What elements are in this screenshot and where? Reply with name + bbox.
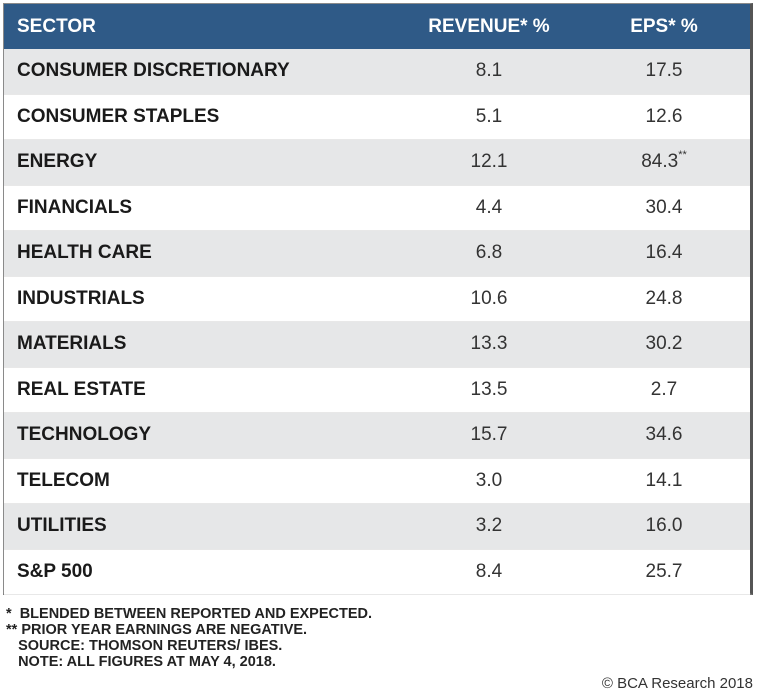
table-row: REAL ESTATE 13.5 2.7 bbox=[4, 367, 750, 413]
eps-value: 16.0 bbox=[645, 515, 683, 537]
sector-cell: MATERIALS bbox=[17, 333, 127, 355]
sector-cell: UTILITIES bbox=[17, 515, 107, 537]
sector-cell: TELECOM bbox=[17, 469, 110, 491]
eps-value: 84.3 bbox=[641, 151, 679, 173]
table-row: CONSUMER STAPLES 5.1 12.6 bbox=[4, 94, 750, 140]
revenue-cell: 13.5 bbox=[470, 378, 508, 400]
eps-cell: 16.4 bbox=[579, 242, 749, 264]
sector-cell: REAL ESTATE bbox=[17, 378, 146, 400]
eps-value: 2.7 bbox=[650, 378, 678, 400]
footnote: NOTE: ALL FIGURES AT MAY 4, 2018. bbox=[6, 654, 276, 670]
eps-value: 30.2 bbox=[645, 333, 683, 355]
table-row: MATERIALS 13.3 30.2 bbox=[4, 322, 750, 368]
copyright: © BCA Research 2018 bbox=[601, 675, 753, 692]
footnote: SOURCE: THOMSON REUTERS/ IBES. bbox=[6, 638, 283, 654]
sector-cell: TECHNOLOGY bbox=[17, 424, 152, 446]
sector-cell: HEALTH CARE bbox=[17, 242, 152, 264]
eps-cell: 16.0 bbox=[579, 515, 749, 537]
eps-cell: 25.7 bbox=[579, 561, 749, 583]
header-eps: EPS* % bbox=[630, 15, 698, 37]
table-row: ENERGY 12.1 84.3** bbox=[4, 140, 750, 186]
revenue-cell: 4.4 bbox=[475, 196, 503, 218]
footnote: * BLENDED BETWEEN REPORTED AND EXPECTED. bbox=[6, 606, 373, 622]
eps-cell: 84.3** bbox=[579, 149, 749, 173]
revenue-cell: 6.8 bbox=[475, 242, 503, 264]
revenue-cell: 3.0 bbox=[475, 469, 503, 491]
revenue-cell: 15.7 bbox=[470, 424, 508, 446]
eps-cell: 24.8 bbox=[579, 288, 749, 310]
revenue-cell: 3.2 bbox=[475, 515, 503, 537]
table-row: FINANCIALS 4.4 30.4 bbox=[4, 185, 750, 231]
table-row: HEALTH CARE 6.8 16.4 bbox=[4, 231, 750, 277]
revenue-cell: 12.1 bbox=[470, 151, 508, 173]
revenue-cell: 8.1 bbox=[475, 60, 503, 82]
eps-value: 34.6 bbox=[645, 424, 683, 446]
eps-value: 17.5 bbox=[645, 60, 683, 82]
sector-cell: CONSUMER DISCRETIONARY bbox=[17, 60, 290, 82]
sector-cell: ENERGY bbox=[17, 151, 98, 173]
header-revenue: REVENUE* % bbox=[428, 15, 550, 37]
sector-table: SECTOR REVENUE* % EPS* % CONSUMER DISCRE… bbox=[3, 3, 753, 595]
eps-footnote-marker: ** bbox=[678, 149, 687, 162]
header-sector: SECTOR bbox=[17, 15, 96, 37]
footnotes: * BLENDED BETWEEN REPORTED AND EXPECTED.… bbox=[6, 606, 372, 670]
table-row: TELECOM 3.0 14.1 bbox=[4, 458, 750, 504]
revenue-cell: 13.3 bbox=[470, 333, 508, 355]
eps-cell: 14.1 bbox=[579, 470, 749, 492]
table-header: SECTOR REVENUE* % EPS* % bbox=[4, 4, 750, 49]
table-row: INDUSTRIALS 10.6 24.8 bbox=[4, 276, 750, 322]
eps-value: 16.4 bbox=[645, 242, 683, 264]
table-row: CONSUMER DISCRETIONARY 8.1 17.5 bbox=[4, 49, 750, 95]
sector-cell: CONSUMER STAPLES bbox=[17, 105, 220, 127]
table-row: S&P 500 8.4 25.7 bbox=[4, 549, 750, 595]
eps-cell: 30.2 bbox=[579, 333, 749, 355]
revenue-cell: 10.6 bbox=[470, 287, 508, 309]
sector-cell: FINANCIALS bbox=[17, 196, 133, 218]
sector-cell: INDUSTRIALS bbox=[17, 287, 145, 309]
eps-value: 12.6 bbox=[645, 105, 683, 127]
revenue-cell: 8.4 bbox=[475, 560, 503, 582]
eps-cell: 34.6 bbox=[579, 424, 749, 446]
eps-cell: 30.4 bbox=[579, 197, 749, 219]
eps-value: 25.7 bbox=[645, 560, 683, 582]
eps-value: 14.1 bbox=[645, 469, 683, 491]
eps-value: 30.4 bbox=[645, 196, 683, 218]
table-row: TECHNOLOGY 15.7 34.6 bbox=[4, 413, 750, 459]
sector-cell: S&P 500 bbox=[17, 560, 93, 582]
eps-cell: 17.5 bbox=[579, 60, 749, 82]
eps-value: 24.8 bbox=[645, 287, 683, 309]
revenue-cell: 5.1 bbox=[475, 105, 503, 127]
eps-cell: 2.7 bbox=[579, 379, 749, 401]
eps-cell: 12.6 bbox=[579, 106, 749, 128]
footnote: ** PRIOR YEAR EARNINGS ARE NEGATIVE. bbox=[6, 622, 308, 638]
table-body: CONSUMER DISCRETIONARY 8.1 17.5 CONSUMER ST… bbox=[4, 49, 750, 595]
table-row: UTILITIES 3.2 16.0 bbox=[4, 504, 750, 550]
